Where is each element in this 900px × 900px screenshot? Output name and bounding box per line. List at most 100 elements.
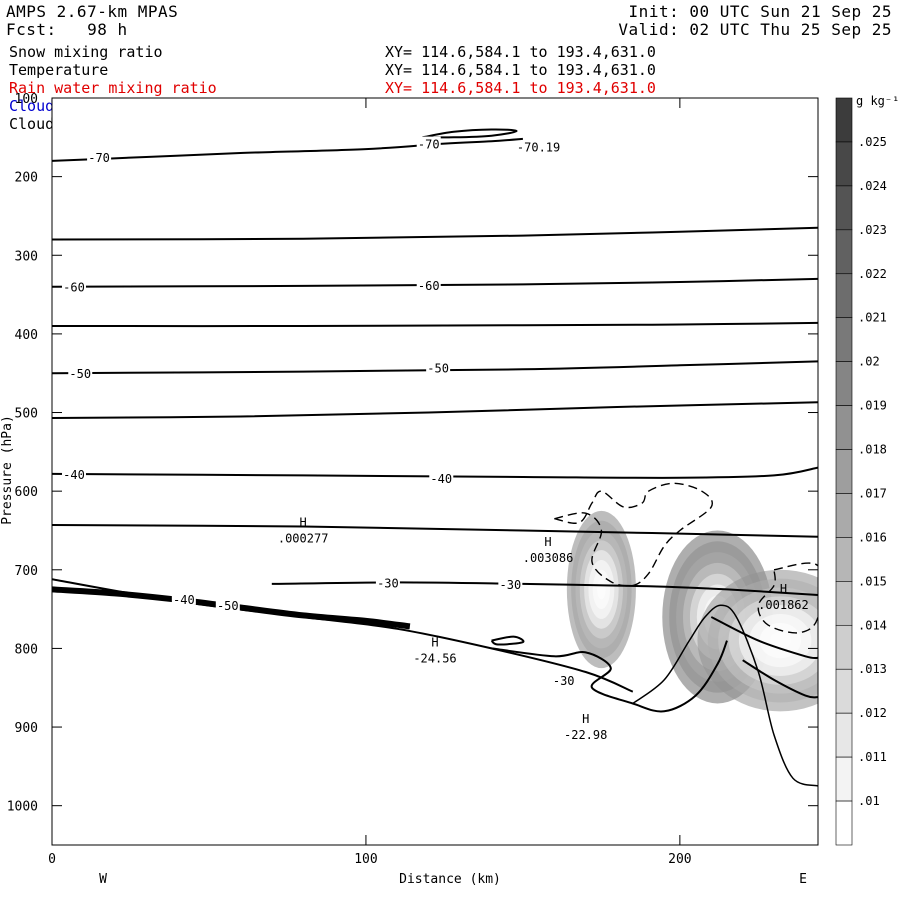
contour-label-bg (215, 598, 240, 612)
field-coords: XY= 114.6,584.1 to 193.4,631.0 (385, 61, 656, 79)
model-title: AMPS 2.67-km MPAS (6, 2, 179, 21)
terrain-ridge-line (632, 604, 818, 787)
isotherm-line (52, 360, 818, 375)
x-axis-label: Distance (km) (399, 872, 501, 887)
extremum-marker: H (780, 582, 787, 596)
y-axis-label: Pressure (hPa) (0, 415, 15, 525)
contour-label: -70 (88, 151, 110, 165)
y-tick-label: 200 (15, 171, 38, 186)
contour-label: -50 (427, 362, 449, 376)
colorbar-swatch (835, 185, 853, 231)
mixing-ratio-contours (554, 482, 818, 634)
contour-label-bg (87, 149, 112, 163)
field-name: Rain water mixing ratio (9, 79, 217, 97)
extremum-marker: H (300, 515, 307, 529)
cloud-water-contour (757, 562, 818, 634)
extremum-value: .003086 (523, 551, 574, 565)
isotherm-line (52, 226, 818, 241)
colorbar-level-label: .024 (858, 179, 887, 193)
isotherm-line (742, 659, 818, 699)
isotherm-line (52, 401, 818, 419)
contour-label: -50 (69, 367, 91, 381)
shading-level (769, 631, 791, 650)
forecast-hour: Fcst: 98 h (6, 20, 128, 39)
extremum-marker: H (582, 712, 589, 726)
colorbar-swatch (835, 537, 853, 582)
colorbar-level-label: .019 (858, 399, 887, 413)
isotherm-line (52, 321, 818, 328)
colorbar-swatch (835, 229, 853, 275)
axes: 100 200 300 400 500 600 700 800 900 1000 0 100 200 (7, 92, 818, 867)
isotherm-line (710, 616, 818, 660)
contour-label: -30 (553, 674, 575, 688)
contour-label: -30 (377, 576, 399, 590)
plot-frame (51, 97, 819, 846)
west-label: W (99, 872, 107, 887)
contour-label-bg (61, 466, 86, 480)
x-tick-label: 100 (354, 852, 377, 867)
colorbar-swatch (835, 317, 853, 362)
contour-label: -70 (418, 138, 440, 152)
y-tick-label: 100 (15, 92, 38, 107)
extremum-marker: H (544, 535, 551, 549)
isotherm-line (52, 466, 818, 479)
field-name: Snow mixing ratio (9, 43, 163, 61)
colorbar-level-label: .01 (858, 794, 880, 808)
extremum-marker: H (431, 636, 438, 650)
colorbar-level-label: .022 (858, 267, 887, 281)
field-coords: XY= 114.6,584.1 to 193.4,631.0 (385, 79, 656, 97)
rain-water-contour (554, 482, 713, 587)
extremum-value: -70.19 (517, 141, 560, 155)
colorbar-swatch (835, 449, 853, 494)
colorbar-swatch (835, 581, 853, 626)
colorbar-swatch (835, 668, 853, 714)
contour-label-bg (426, 360, 451, 374)
extremum-value: .001862 (758, 598, 809, 612)
colorbar-level-label: .014 (858, 618, 887, 632)
contour-label-bg (551, 672, 576, 686)
isotherm-line (52, 524, 818, 538)
colorbar-level-label: .02 (858, 355, 880, 369)
colorbar-level-label: .018 (858, 443, 887, 457)
contour-label-bg (416, 278, 441, 292)
contour-label-bg (498, 576, 523, 590)
contour-label: -40 (63, 468, 85, 482)
contour-label-bg (429, 470, 454, 484)
east-label: E (799, 872, 807, 887)
colorbar-level-label: .015 (858, 574, 887, 588)
contour-label-bg (68, 366, 93, 380)
terrain-thick-line (52, 586, 411, 630)
contour-labels: -70 -70 -60 -60 -50 -50 -40 -40 -30 -30 -40 -50 -30 H… (61, 136, 809, 742)
contour-label: -60 (63, 281, 85, 295)
y-tick-label: 1000 (7, 800, 38, 815)
colorbar-swatch (835, 624, 853, 670)
terrain-profile (52, 586, 818, 787)
isotherm-line (271, 581, 818, 596)
shading-level (597, 579, 606, 600)
x-tick-label: 200 (668, 852, 691, 867)
colorbar-swatch (835, 361, 853, 406)
colorbar-swatch (835, 493, 853, 538)
extremum-value: -22.98 (564, 728, 607, 742)
colorbar-swatch (835, 97, 853, 143)
y-tick-label: 500 (15, 407, 38, 422)
isotherm-line (422, 128, 518, 139)
colorbar-level-label: .013 (858, 662, 887, 676)
contour-label: -40 (173, 593, 195, 607)
temperature-isotherms (52, 128, 818, 713)
isotherm-line (491, 640, 728, 713)
x-tick-label: 0 (48, 852, 56, 867)
contour-label-bg (61, 279, 86, 293)
colorbar-level-label: .017 (858, 486, 887, 500)
colorbar-level-label: .016 (858, 530, 887, 544)
y-tick-label: 400 (15, 328, 38, 343)
y-tick-label: 800 (15, 642, 38, 657)
colorbar-swatch (835, 712, 853, 758)
contour-label-bg (416, 136, 441, 150)
colorbar-swatch (835, 756, 853, 802)
contour-label-bg (375, 575, 400, 589)
isotherm-line (52, 137, 523, 162)
colorbar-unit: g kg⁻¹ (856, 94, 899, 108)
colorbar-swatch (835, 273, 853, 319)
colorbar-level-label: .025 (858, 135, 887, 149)
